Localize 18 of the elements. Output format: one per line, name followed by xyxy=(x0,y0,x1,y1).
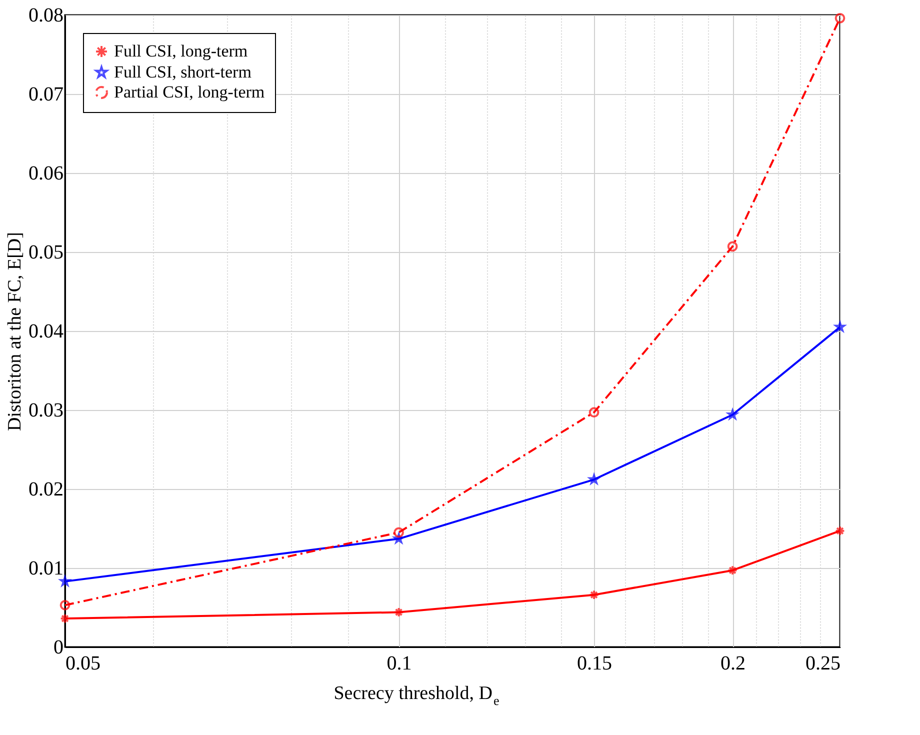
x-tick-label: 0.2 xyxy=(720,652,746,674)
y-tick-label: 0.08 xyxy=(28,4,64,26)
y-tick-label: 0.07 xyxy=(28,84,64,106)
y-axis-title: Distoriton at the FC, E[D] xyxy=(4,232,26,431)
x-tick-label: 0.15 xyxy=(577,652,612,674)
x-tick-label: 0.05 xyxy=(66,652,100,674)
y-tick-label: 0.04 xyxy=(28,320,64,342)
x-tick-label: 0.25 xyxy=(806,652,840,674)
y-tick-label: 0.06 xyxy=(28,162,64,184)
y-tick-label: 0.02 xyxy=(28,478,64,500)
legend-label: Partial CSI, long-term xyxy=(114,82,265,102)
legend-label: Full CSI, short-term xyxy=(114,62,252,82)
legend-label: Full CSI, long-term xyxy=(114,42,248,60)
y-tick-label: 0 xyxy=(54,636,64,658)
y-tick-label: 0.03 xyxy=(28,400,64,422)
x-tick-label: 0.1 xyxy=(386,652,412,674)
y-tick-label: 0.05 xyxy=(28,242,64,264)
y-tick-label: 0.01 xyxy=(28,558,64,580)
